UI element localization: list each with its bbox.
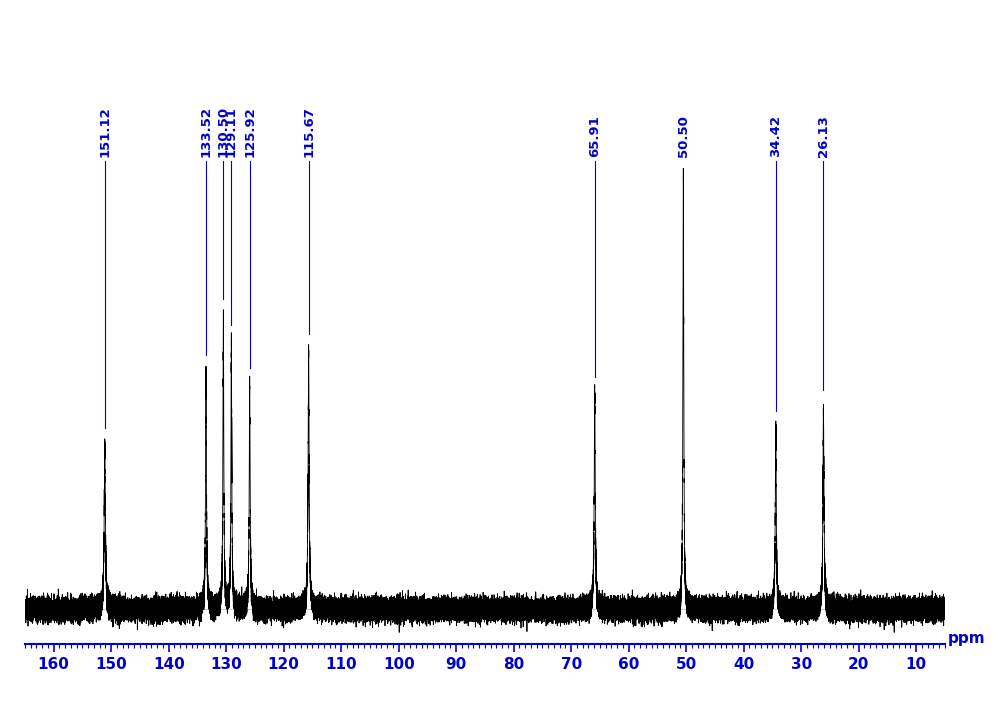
Text: 50.50: 50.50 <box>677 115 690 157</box>
Text: 129.11: 129.11 <box>225 107 238 157</box>
Text: 65.91: 65.91 <box>588 116 601 157</box>
Text: 130.50: 130.50 <box>217 106 230 157</box>
Text: 133.52: 133.52 <box>200 106 213 157</box>
Text: 125.92: 125.92 <box>243 107 256 157</box>
Text: 26.13: 26.13 <box>817 115 830 157</box>
Text: 151.12: 151.12 <box>98 107 111 157</box>
Text: 115.67: 115.67 <box>302 107 315 157</box>
Text: ppm: ppm <box>948 631 985 646</box>
Text: 34.42: 34.42 <box>769 115 782 157</box>
